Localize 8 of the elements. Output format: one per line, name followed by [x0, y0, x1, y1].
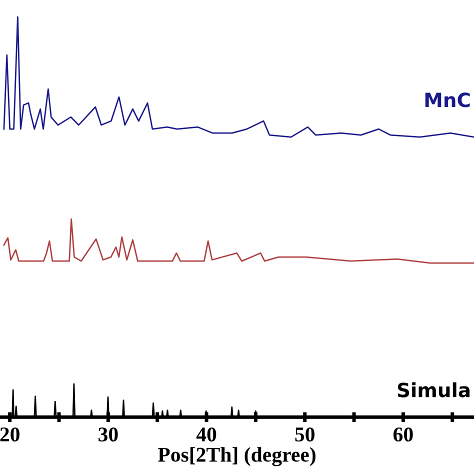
- x-tick-label: 40: [196, 427, 216, 442]
- series-label: Simula: [398, 382, 470, 398]
- x-tick-label: 60: [393, 427, 413, 442]
- x-tick-label: 30: [98, 427, 118, 442]
- series-label: MnC: [425, 92, 470, 108]
- x-axis-title: Pos[2Th] (degree): [158, 447, 316, 466]
- x-tick-label: 50: [295, 427, 314, 442]
- x-tick-label: 20: [0, 427, 20, 442]
